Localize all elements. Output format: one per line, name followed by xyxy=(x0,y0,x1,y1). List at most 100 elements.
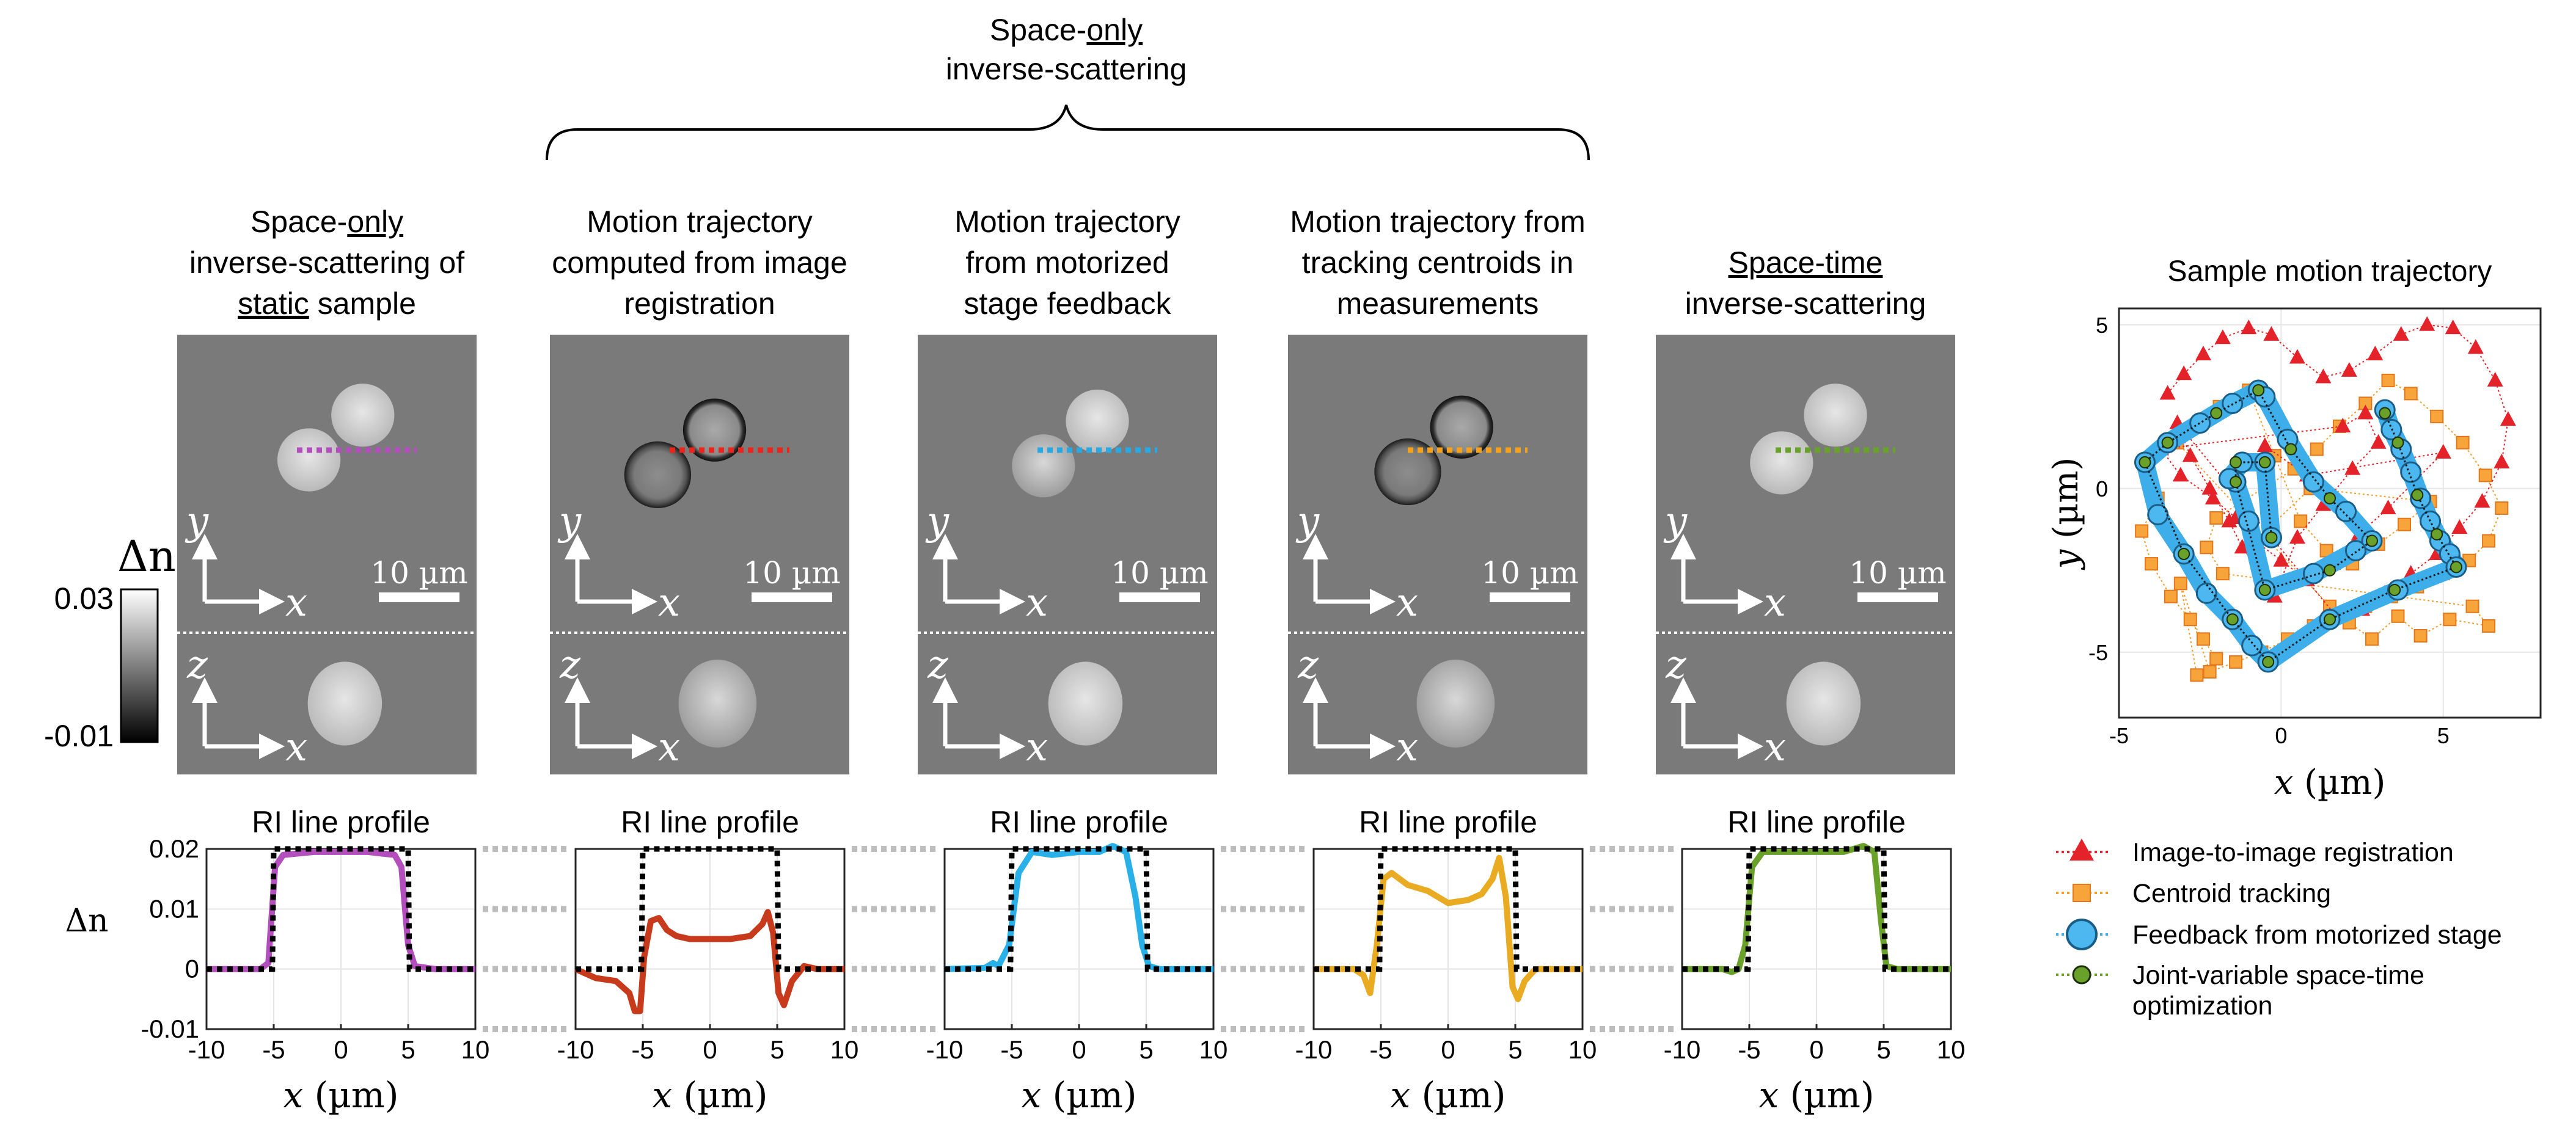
joint-point xyxy=(2324,613,2336,626)
x-tick-label: -5 xyxy=(1000,1035,1023,1064)
legend-item: Feedback from motorized stage xyxy=(2056,919,2502,950)
profile-plot: RI line profile -10 -5 0 5 10 x (µm) xyxy=(1295,805,1675,1116)
column-title-line: inverse-scattering of xyxy=(189,246,464,280)
bead-xy xyxy=(682,398,747,462)
legend-label: Image-to-image registration xyxy=(2132,838,2454,867)
registration-point xyxy=(2474,493,2490,508)
column-centroid: Motion trajectory from tracking centroids… xyxy=(1288,205,1675,1116)
y-tick-label: 0.01 xyxy=(149,894,199,923)
centroid-point xyxy=(2495,501,2509,515)
centroid-point xyxy=(2413,629,2428,643)
column-title-line: static sample xyxy=(238,286,416,321)
legend-square-icon xyxy=(2073,884,2091,902)
y-tick-label: 0 xyxy=(2096,476,2108,501)
registration-point xyxy=(2205,489,2221,504)
x-tick-label: 5 xyxy=(1876,1035,1890,1064)
bead-xy xyxy=(624,441,692,509)
centroid-point xyxy=(2294,514,2308,528)
bead-xy xyxy=(1430,395,1493,459)
y-tick-label: -5 xyxy=(2088,640,2108,665)
scale-bar xyxy=(1119,592,1200,602)
trajectory-xlabel: x (µm) xyxy=(2274,763,2386,803)
top-heading-line2: inverse-scattering xyxy=(946,52,1187,86)
profile-title: RI line profile xyxy=(252,805,430,839)
centroid-point xyxy=(2443,613,2457,627)
column-title-segment: computed from image xyxy=(552,246,847,280)
column-title-line: registration xyxy=(624,286,775,321)
joint-point xyxy=(2262,655,2275,668)
registration-point xyxy=(2289,529,2305,544)
profile-series-stage xyxy=(944,843,1213,972)
column-title-segment: Motion trajectory xyxy=(954,205,1180,239)
legend-dot-icon xyxy=(2072,965,2091,985)
x-tick-label: 10 xyxy=(830,1035,859,1064)
bead-xz xyxy=(1416,659,1495,748)
joint-point xyxy=(2230,456,2242,468)
trajectory-axes-frame xyxy=(2118,307,2542,719)
x-tick-label: -10 xyxy=(188,1035,225,1064)
column-title-line: Space-time xyxy=(1729,246,1883,280)
stage-point xyxy=(2302,471,2324,493)
centroid-point xyxy=(2209,511,2223,525)
trajectory-ylabel-var: y xyxy=(2046,548,2086,570)
x-tick-label: -5 xyxy=(262,1035,285,1064)
z-axis-label: z xyxy=(559,643,581,688)
y-tick-label: -0.01 xyxy=(141,1014,199,1043)
x-tick-label: 0 xyxy=(334,1035,348,1064)
scale-bar xyxy=(752,592,832,602)
legend-triangle-icon xyxy=(2069,839,2094,861)
registration-point xyxy=(2451,519,2468,534)
registration-point xyxy=(2289,349,2305,364)
joint-point xyxy=(2258,583,2271,596)
column-title-segment: inverse-scattering xyxy=(1685,286,1927,321)
x-axis-label-xz: x xyxy=(1026,725,1048,770)
column-registration: Motion trajectory computed from image regi… xyxy=(550,205,937,1116)
x-tick-label: 5 xyxy=(1139,1035,1153,1064)
x-tick-label: 10 xyxy=(1568,1035,1597,1064)
column-static: Space-only inverse-scattering of static sa… xyxy=(141,205,568,1116)
colorbar-max: 0.03 xyxy=(54,581,114,616)
column-title-segment: registration xyxy=(624,286,775,321)
joint-point xyxy=(2411,489,2424,501)
profile-title: RI line profile xyxy=(621,805,799,839)
trajectory-xlabel-unit: (µm) xyxy=(2293,763,2385,803)
columns: Space-only inverse-scattering of static sa… xyxy=(141,205,1965,1116)
column-title-segment: Motion trajectory from xyxy=(1290,205,1585,239)
registration-point xyxy=(2176,365,2192,380)
profile-xlabel-unit: (µm) xyxy=(672,1074,767,1116)
joint-point xyxy=(2210,407,2223,420)
registration-point xyxy=(2273,552,2289,567)
profile-series-centroid xyxy=(1314,854,1583,1002)
profile-xlabel: x (µm) xyxy=(1390,1074,1506,1116)
registration-point xyxy=(2335,417,2351,432)
x-axis-label: x xyxy=(1396,580,1418,625)
stage-point xyxy=(2344,540,2366,562)
centroid-point xyxy=(2183,613,2197,627)
profile-plot: RI line profile -10 -5 0 5 10 x (µm) xyxy=(1664,805,1966,1116)
column-title-segment: Space- xyxy=(251,205,347,239)
scale-bar xyxy=(379,592,459,602)
profile-xlabel-unit: (µm) xyxy=(1410,1074,1506,1116)
registration-point xyxy=(2435,443,2451,459)
joint-point xyxy=(2450,561,2462,573)
registration-point xyxy=(2357,404,2374,420)
column-title-segment: inverse-scattering of xyxy=(189,246,464,280)
profile-xlabel-unit: (µm) xyxy=(1041,1074,1136,1116)
legend-circle-icon xyxy=(2066,919,2098,950)
centroid-point xyxy=(2190,668,2204,682)
x-axis-label-xz: x xyxy=(1396,725,1418,770)
bead-xy xyxy=(1066,389,1129,453)
column-title-line: from motorized xyxy=(965,246,1169,280)
column-title-segment: sample xyxy=(309,286,416,321)
centroid-point xyxy=(2203,664,2217,679)
z-axis-label: z xyxy=(186,643,208,688)
x-tick-label: 5 xyxy=(2437,723,2450,748)
legend-label: Joint-variable space-time xyxy=(2132,961,2424,990)
joint-point xyxy=(2379,407,2391,420)
profile-plot: RI line profile -10 -5 0 5 10 x (µm) xyxy=(926,805,1306,1116)
x-tick-label: -5 xyxy=(2109,723,2129,748)
centroid-point xyxy=(2478,468,2492,482)
column-title-line: Motion trajectory from xyxy=(1290,205,1585,239)
x-tick-label: -10 xyxy=(1295,1035,1333,1064)
